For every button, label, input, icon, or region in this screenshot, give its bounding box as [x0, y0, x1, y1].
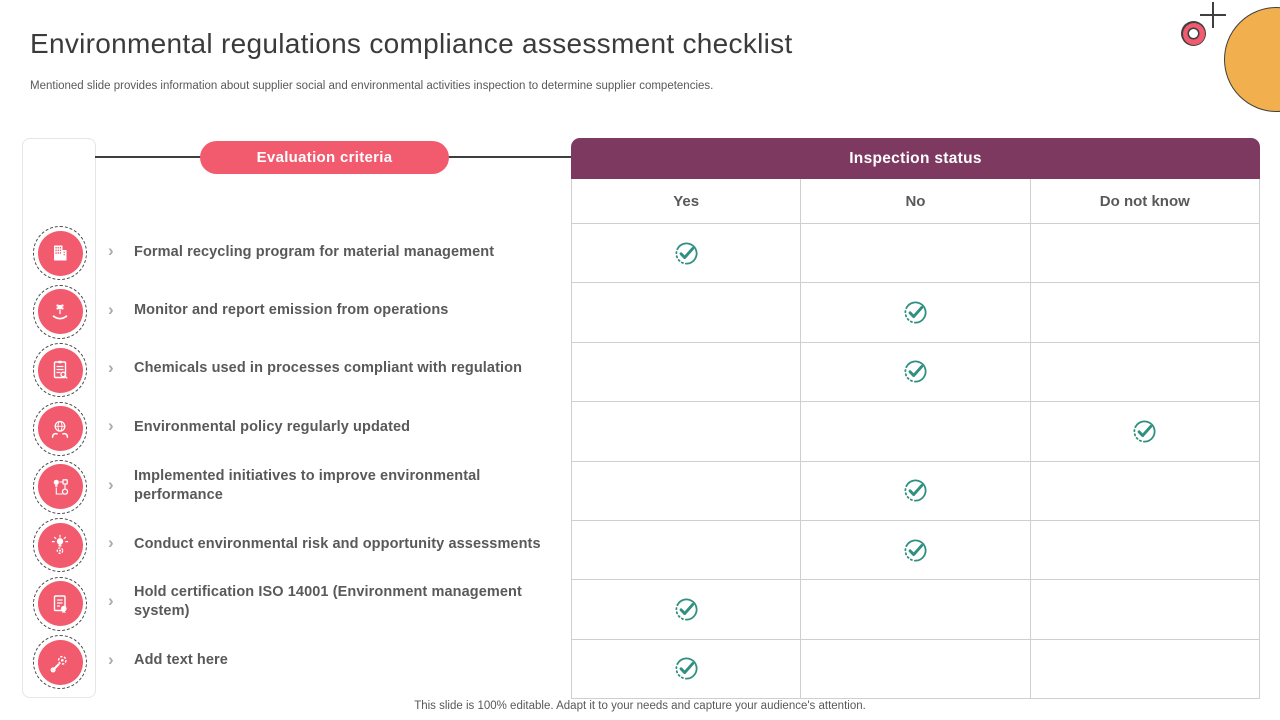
page-subtitle: Mentioned slide provides information abo…: [30, 80, 714, 92]
check-circle-icon: [673, 596, 700, 623]
inspection-table: Inspection status Yes No Do not know: [571, 138, 1260, 699]
certificate-document-icon-badge: [33, 576, 87, 631]
chevron-right-icon: ›: [108, 299, 114, 319]
status-cell-yes: [572, 342, 802, 402]
status-cell-yes: [572, 639, 802, 698]
chevron-right-icon: ›: [108, 591, 114, 611]
innovation-gear-icon-badge: [33, 518, 87, 573]
table-row: [572, 224, 1259, 284]
check-circle-icon: [902, 358, 929, 385]
criteria-row: › Add text here: [108, 632, 568, 690]
criteria-text: Monitor and report emission from operati…: [134, 302, 449, 318]
status-cell-yes: [572, 520, 802, 580]
building-icon-badge: [33, 226, 87, 281]
orange-circle-decoration: [1224, 7, 1280, 112]
status-cell-do-not-know: [1031, 224, 1259, 282]
status-cell-no: [801, 461, 1031, 520]
chevron-right-icon: ›: [108, 649, 114, 669]
status-cell-no: [801, 283, 1031, 342]
status-cell-do-not-know: [1031, 521, 1259, 579]
criteria-text: Environmental policy regularly updated: [134, 418, 411, 435]
check-circle-icon: [902, 477, 929, 504]
eco-hand-icon: [37, 289, 83, 335]
eco-hand-icon-badge: [33, 284, 87, 339]
status-cell-do-not-know: [1031, 283, 1259, 341]
tools-gear-icon: [37, 639, 83, 685]
status-cell-do-not-know: [1031, 640, 1259, 698]
status-cell-no: [801, 224, 1031, 283]
criteria-text: Conduct environmental risk and opportuni…: [134, 535, 541, 552]
table-row: [572, 342, 1259, 403]
check-circle-icon: [902, 299, 929, 326]
plus-icon: [1200, 2, 1226, 28]
criteria-text: Implemented initiatives to improve envir…: [134, 467, 481, 503]
check-circle-icon: [673, 240, 700, 267]
chevron-right-icon: ›: [108, 241, 114, 261]
status-cell-no: [801, 520, 1031, 580]
table-row: [572, 283, 1259, 343]
check-circle-icon: [1131, 418, 1158, 445]
footer-note: This slide is 100% editable. Adapt it to…: [414, 700, 866, 712]
checklist-search-icon: [37, 347, 83, 393]
icon-sidebar: [22, 138, 96, 698]
check-circle-icon: [902, 537, 929, 564]
donut-circle-icon: [1181, 21, 1206, 46]
table-row: [572, 461, 1259, 521]
process-idea-icon: [37, 464, 83, 510]
inspection-status-header: Inspection status: [571, 138, 1260, 179]
criteria-row: › Chemicals used in processes compliant w…: [108, 340, 568, 398]
inspection-table-body: Yes No Do not know: [571, 179, 1260, 699]
innovation-gear-icon: [37, 522, 83, 568]
status-cell-do-not-know: [1031, 580, 1259, 638]
globe-hands-icon: [37, 406, 83, 452]
page-title: Environmental regulations compliance ass…: [30, 28, 793, 59]
column-header-do-not-know: Do not know: [1099, 192, 1190, 210]
table-row: [572, 520, 1259, 581]
checklist-search-icon-badge: [33, 343, 87, 398]
column-header-no: No: [801, 179, 1031, 223]
process-idea-icon-badge: [33, 459, 87, 514]
column-header-yes: Yes: [572, 179, 802, 223]
chevron-right-icon: ›: [108, 416, 114, 436]
tools-gear-icon-badge: [33, 635, 87, 690]
status-cell-yes: [572, 224, 802, 283]
check-circle-icon: [673, 655, 700, 682]
table-row: [572, 402, 1259, 462]
status-cell-no: [801, 580, 1031, 639]
table-row: [572, 580, 1259, 640]
criteria-row: › Hold certification ISO 14001 (Environme…: [108, 573, 568, 631]
criteria-text: Formal recycling program for material ma…: [134, 243, 495, 260]
certificate-document-icon: [37, 581, 83, 627]
criteria-text: Hold certification ISO 14001 (Environmen…: [134, 584, 522, 620]
criteria-list: › Formal recycling program for material m…: [108, 223, 568, 690]
status-cell-no: [801, 402, 1031, 461]
criteria-row: › Implemented initiatives to improve envi…: [108, 457, 568, 515]
status-cell-do-not-know: [1031, 462, 1259, 520]
evaluation-criteria-pill: Evaluation criteria: [200, 141, 449, 174]
globe-hands-icon-badge: [33, 401, 87, 456]
status-cell-no: [801, 342, 1031, 402]
criteria-text: Chemicals used in processes compliant wi…: [134, 360, 523, 377]
status-cell-no: [801, 639, 1031, 698]
table-row: [572, 639, 1259, 698]
criteria-row: › Monitor and report emission from operat…: [108, 281, 568, 339]
criteria-text: Add text here: [134, 652, 228, 669]
criteria-row: › Conduct environmental risk and opportun…: [108, 515, 568, 573]
column-header-row: Yes No Do not know: [572, 179, 1259, 224]
building-icon: [37, 230, 83, 276]
status-cell-yes: [572, 580, 802, 639]
chevron-right-icon: ›: [108, 474, 114, 494]
chevron-right-icon: ›: [108, 533, 114, 553]
criteria-row: › Environmental policy regularly updated: [108, 398, 568, 456]
status-cell-yes: [572, 283, 802, 342]
criteria-row: › Formal recycling program for material m…: [108, 223, 568, 281]
chevron-right-icon: ›: [108, 357, 114, 377]
status-cell-do-not-know: [1031, 343, 1259, 401]
status-cell-yes: [572, 402, 802, 461]
status-cell-yes: [572, 461, 802, 520]
status-cell-do-not-know: [1031, 402, 1259, 460]
